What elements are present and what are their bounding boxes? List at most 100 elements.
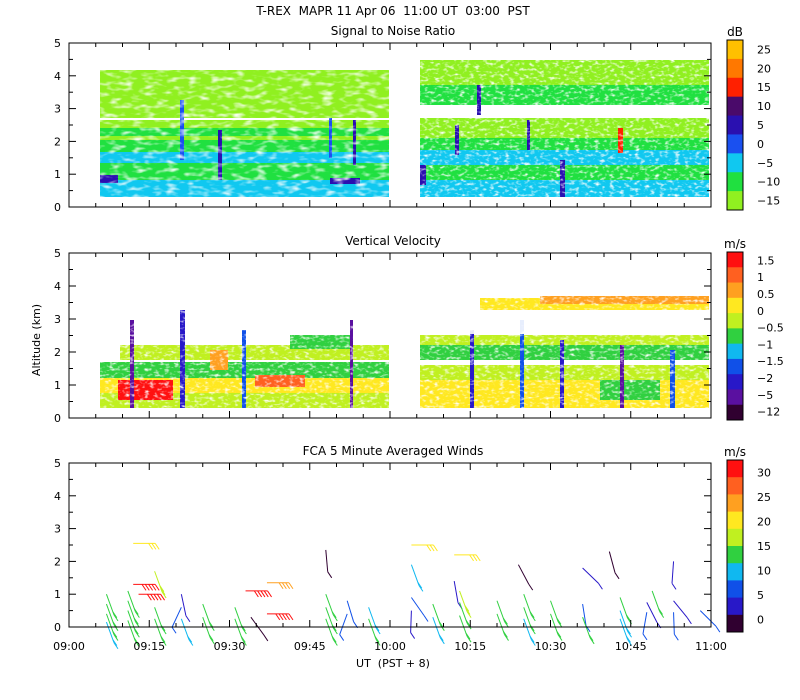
wind-barb — [127, 620, 140, 648]
wind-barb — [368, 618, 381, 646]
colorbar-label: 30 — [757, 466, 771, 479]
colorbar-swatch — [727, 282, 743, 299]
wind-barb — [496, 613, 509, 641]
colorbar-swatch — [727, 563, 743, 581]
wind-barb — [651, 590, 665, 618]
x-tick-label: 11:00 — [695, 640, 727, 653]
wind-barb — [550, 600, 563, 628]
snr-axes: 0 1 2 3 4 5 25 20 15 10 5 0 −5 −10 −15 dB — [54, 25, 780, 214]
wind-barb — [673, 600, 692, 625]
colorbar-unit: dB — [727, 25, 743, 39]
colorbar-label: 0 — [757, 614, 764, 627]
colorbar-swatch — [727, 343, 743, 360]
x-axis-label: UT (PST + 8) — [356, 657, 430, 670]
colorbar-swatch — [727, 40, 743, 60]
vv-ylabel: Altitude (km) — [30, 304, 43, 376]
wind-barb — [642, 612, 648, 641]
wind-barb — [180, 618, 194, 646]
colorbar-swatch — [727, 404, 743, 421]
y-tick-label: 4 — [54, 280, 61, 293]
wind-barb — [459, 602, 472, 630]
colorbar-label: −10 — [757, 176, 780, 189]
wind-barb — [608, 551, 620, 580]
vv-panel: Vertical Velocity — [30, 234, 784, 425]
x-tick-label: 10:45 — [615, 640, 647, 653]
colorbar-swatch — [727, 267, 743, 284]
wind-barb — [127, 600, 140, 628]
y-tick-label: 3 — [54, 523, 61, 536]
snr-title: Signal to Noise Ratio — [331, 24, 455, 38]
wind-barb — [523, 618, 536, 646]
y-tick-label: 5 — [54, 457, 61, 470]
colorbar-label: −5 — [757, 157, 773, 170]
colorbar-label: 1 — [757, 271, 764, 284]
wind-barb — [523, 594, 536, 622]
wind-barb — [234, 607, 247, 635]
y-tick-label: 1 — [54, 379, 61, 392]
wind-barb — [325, 594, 338, 622]
vv-title: Vertical Velocity — [345, 234, 441, 248]
colorbar-swatch — [727, 358, 743, 375]
vv-axes: 0 1 2 3 4 5 1.5 1 0.5 0 −0.5 −1 −1.5 −2 −5 −12 m/s — [54, 237, 784, 425]
wind-barb — [127, 610, 140, 638]
wind-barb — [105, 621, 119, 650]
colorbar-unit: m/s — [724, 445, 746, 459]
wind-barb — [410, 610, 416, 639]
colorbar-swatch — [727, 328, 743, 345]
wind-barb — [266, 613, 294, 621]
wind-barb — [459, 615, 472, 643]
wind-barb — [699, 610, 721, 633]
colorbar-swatch — [727, 494, 743, 513]
colorbar-label: 10 — [757, 100, 771, 113]
wind-barb — [410, 597, 429, 622]
colorbar-label: 15 — [757, 81, 771, 94]
colorbar-swatch — [727, 252, 743, 268]
colorbar-swatch — [727, 172, 743, 192]
y-tick-label: 0 — [54, 201, 61, 214]
colorbar-swatch — [727, 546, 743, 564]
colorbar-label: 25 — [757, 43, 771, 56]
wind-barb — [325, 607, 338, 635]
wind-barb — [105, 594, 119, 622]
colorbar-swatch — [727, 297, 743, 314]
colorbar-label: 5 — [757, 119, 764, 132]
wind-barb — [459, 590, 472, 618]
wind-barb — [496, 600, 509, 628]
x-tick-label: 10:00 — [374, 640, 406, 653]
wind-barb — [133, 583, 160, 591]
y-tick-label: 3 — [54, 313, 61, 326]
x-tick-label: 10:15 — [454, 640, 486, 653]
wind-title: FCA 5 Minute Averaged Winds — [303, 444, 484, 458]
colorbar-label: −15 — [757, 195, 780, 208]
wind-barb — [171, 607, 182, 634]
wind-barb — [523, 607, 536, 635]
colorbar-unit: m/s — [724, 237, 746, 251]
y-tick-label: 1 — [54, 168, 61, 181]
colorbar-swatch — [727, 389, 743, 406]
colorbar-swatch — [727, 191, 743, 211]
colorbar-label: 1.5 — [757, 254, 775, 267]
y-tick-label: 2 — [54, 555, 61, 568]
wind-barb — [454, 554, 481, 562]
wind-barb — [368, 607, 381, 635]
y-tick-label: 2 — [54, 135, 61, 148]
colorbar-label: 25 — [757, 491, 771, 504]
colorbar-label: −1 — [757, 338, 773, 351]
wind-barb — [154, 571, 167, 599]
wind-barb — [154, 607, 167, 635]
colorbar-swatch — [727, 511, 743, 530]
colorbar-frame — [726, 251, 744, 421]
colorbar-label: 15 — [757, 540, 771, 553]
wind-barb — [127, 590, 140, 618]
wind-barb — [619, 610, 632, 638]
wind-barb — [582, 567, 603, 590]
y-tick-label: 5 — [54, 247, 61, 260]
y-tick-label: 4 — [54, 70, 61, 83]
colorbar-swatch — [727, 58, 743, 79]
y-tick-label: 1 — [54, 588, 61, 601]
colorbar-swatch — [727, 115, 743, 135]
y-tick-label: 3 — [54, 103, 61, 116]
wind-barb — [234, 618, 247, 646]
